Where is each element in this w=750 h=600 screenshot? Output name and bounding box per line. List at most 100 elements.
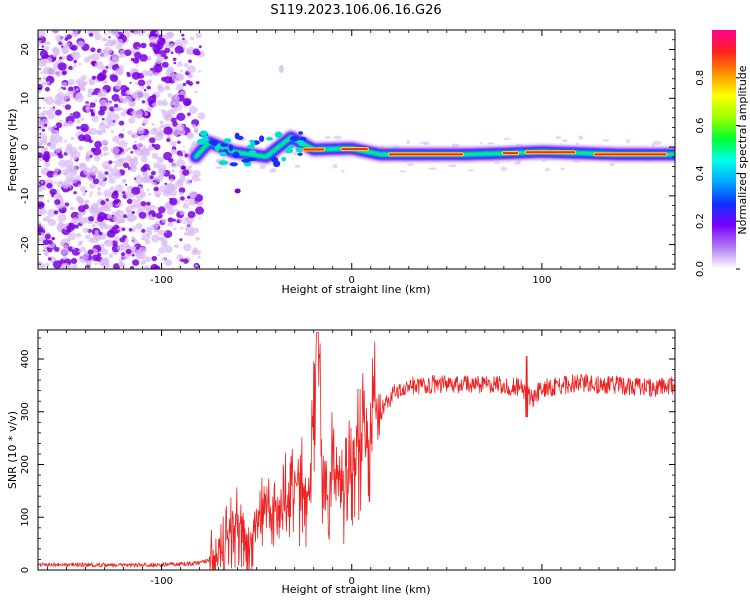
noise-speckle bbox=[44, 46, 50, 51]
colorbar-tick-label: 0.6 bbox=[695, 118, 706, 134]
noise-speckle bbox=[150, 205, 156, 210]
noise-speckle bbox=[177, 265, 181, 268]
noise-speckle bbox=[189, 36, 195, 41]
noise-speckle bbox=[87, 249, 94, 255]
noise-speckle bbox=[181, 33, 185, 37]
noise-speckle bbox=[179, 191, 184, 196]
noise-speckle bbox=[221, 157, 225, 161]
signal-clump bbox=[259, 135, 265, 142]
noise-speckle bbox=[151, 152, 159, 159]
noise-speckle bbox=[406, 163, 414, 166]
noise-speckle bbox=[68, 32, 72, 35]
noise-speckle bbox=[62, 104, 65, 108]
noise-speckle bbox=[78, 249, 82, 253]
noise-speckle bbox=[494, 161, 501, 165]
noise-speckle bbox=[560, 167, 566, 171]
noise-speckle bbox=[161, 100, 168, 107]
noise-speckle bbox=[124, 49, 132, 56]
noise-speckle bbox=[155, 212, 163, 219]
noise-speckle bbox=[123, 214, 128, 219]
noise-speckle bbox=[92, 254, 100, 262]
noise-speckle bbox=[162, 110, 171, 119]
noise-speckle bbox=[99, 180, 106, 187]
noise-speckle bbox=[332, 164, 338, 169]
noise-speckle bbox=[94, 262, 98, 266]
noise-speckle bbox=[70, 136, 75, 140]
noise-speckle bbox=[75, 195, 82, 201]
noise-speckle bbox=[113, 171, 122, 179]
noise-speckle bbox=[115, 43, 123, 50]
noise-speckle bbox=[111, 240, 118, 247]
noise-speckle bbox=[419, 141, 427, 145]
noise-speckle bbox=[151, 123, 155, 126]
noise-speckle bbox=[116, 80, 121, 84]
noise-speckle bbox=[168, 183, 175, 190]
noise-speckle bbox=[71, 51, 81, 60]
noise-speckle bbox=[64, 104, 72, 110]
noise-speckle bbox=[149, 128, 158, 135]
noise-speckle bbox=[90, 111, 95, 115]
snr-x-tick-label: 100 bbox=[532, 576, 551, 587]
noise-speckle bbox=[180, 69, 184, 73]
noise-speckle bbox=[133, 177, 137, 180]
signal-clump bbox=[273, 160, 281, 168]
noise-speckle bbox=[61, 210, 65, 213]
colorbar: 0.0 0.2 0.4 0.6 0.8 Normalized spectral ampl… bbox=[695, 30, 749, 277]
noise-speckle bbox=[90, 60, 96, 66]
noise-speckle bbox=[98, 89, 108, 97]
noise-speckle bbox=[91, 30, 100, 35]
noise-speckle bbox=[40, 232, 45, 236]
noise-speckle bbox=[79, 162, 86, 168]
noise-speckle bbox=[52, 53, 57, 58]
noise-speckle bbox=[65, 223, 70, 227]
noise-speckle bbox=[176, 123, 185, 132]
noise-speckle bbox=[78, 205, 86, 213]
snr-series-line bbox=[38, 332, 675, 570]
noise-speckle bbox=[140, 85, 145, 90]
noise-speckle bbox=[186, 65, 196, 74]
noise-speckle bbox=[177, 178, 184, 185]
noise-speckle bbox=[124, 95, 132, 103]
noise-speckle bbox=[176, 159, 185, 168]
noise-speckle bbox=[129, 186, 133, 190]
noise-speckle bbox=[182, 258, 189, 264]
noise-speckle bbox=[127, 147, 132, 151]
noise-speckle bbox=[112, 120, 116, 123]
noise-speckle bbox=[128, 158, 136, 166]
noise-speckle bbox=[179, 210, 185, 216]
snr-frame bbox=[37, 329, 676, 571]
noise-speckle bbox=[80, 123, 89, 132]
noise-speckle bbox=[47, 125, 54, 132]
noise-speckle bbox=[104, 240, 110, 245]
noise-speckle bbox=[156, 131, 163, 137]
noise-speckle bbox=[112, 135, 120, 143]
noise-speckle bbox=[91, 165, 96, 169]
noise-speckle bbox=[184, 216, 191, 222]
noise-speckle bbox=[448, 164, 457, 168]
noise-speckle bbox=[132, 93, 139, 100]
noise-speckle bbox=[184, 199, 188, 203]
noise-speckle bbox=[115, 204, 119, 207]
noise-speckle bbox=[58, 88, 61, 91]
noise-speckle bbox=[183, 63, 189, 68]
noise-speckle bbox=[104, 116, 114, 124]
noise-speckle bbox=[182, 145, 185, 148]
noise-speckle bbox=[172, 218, 176, 222]
noise-speckle bbox=[68, 65, 73, 70]
noise-speckle bbox=[59, 147, 63, 150]
noise-speckle bbox=[176, 61, 183, 67]
noise-speckle bbox=[158, 229, 165, 236]
noise-speckle bbox=[176, 112, 186, 121]
noise-speckle bbox=[117, 202, 123, 207]
noise-speckle bbox=[87, 30, 92, 34]
noise-speckle bbox=[172, 129, 180, 136]
noise-speckle bbox=[198, 45, 202, 49]
noise-speckle bbox=[69, 153, 74, 157]
noise-speckle bbox=[57, 62, 67, 71]
noise-speckle bbox=[65, 175, 73, 182]
noise-speckle bbox=[159, 120, 164, 125]
noise-speckle bbox=[186, 227, 189, 230]
noise-speckle bbox=[171, 94, 180, 103]
noise-speckle bbox=[90, 47, 96, 53]
noise-speckle bbox=[96, 129, 103, 136]
